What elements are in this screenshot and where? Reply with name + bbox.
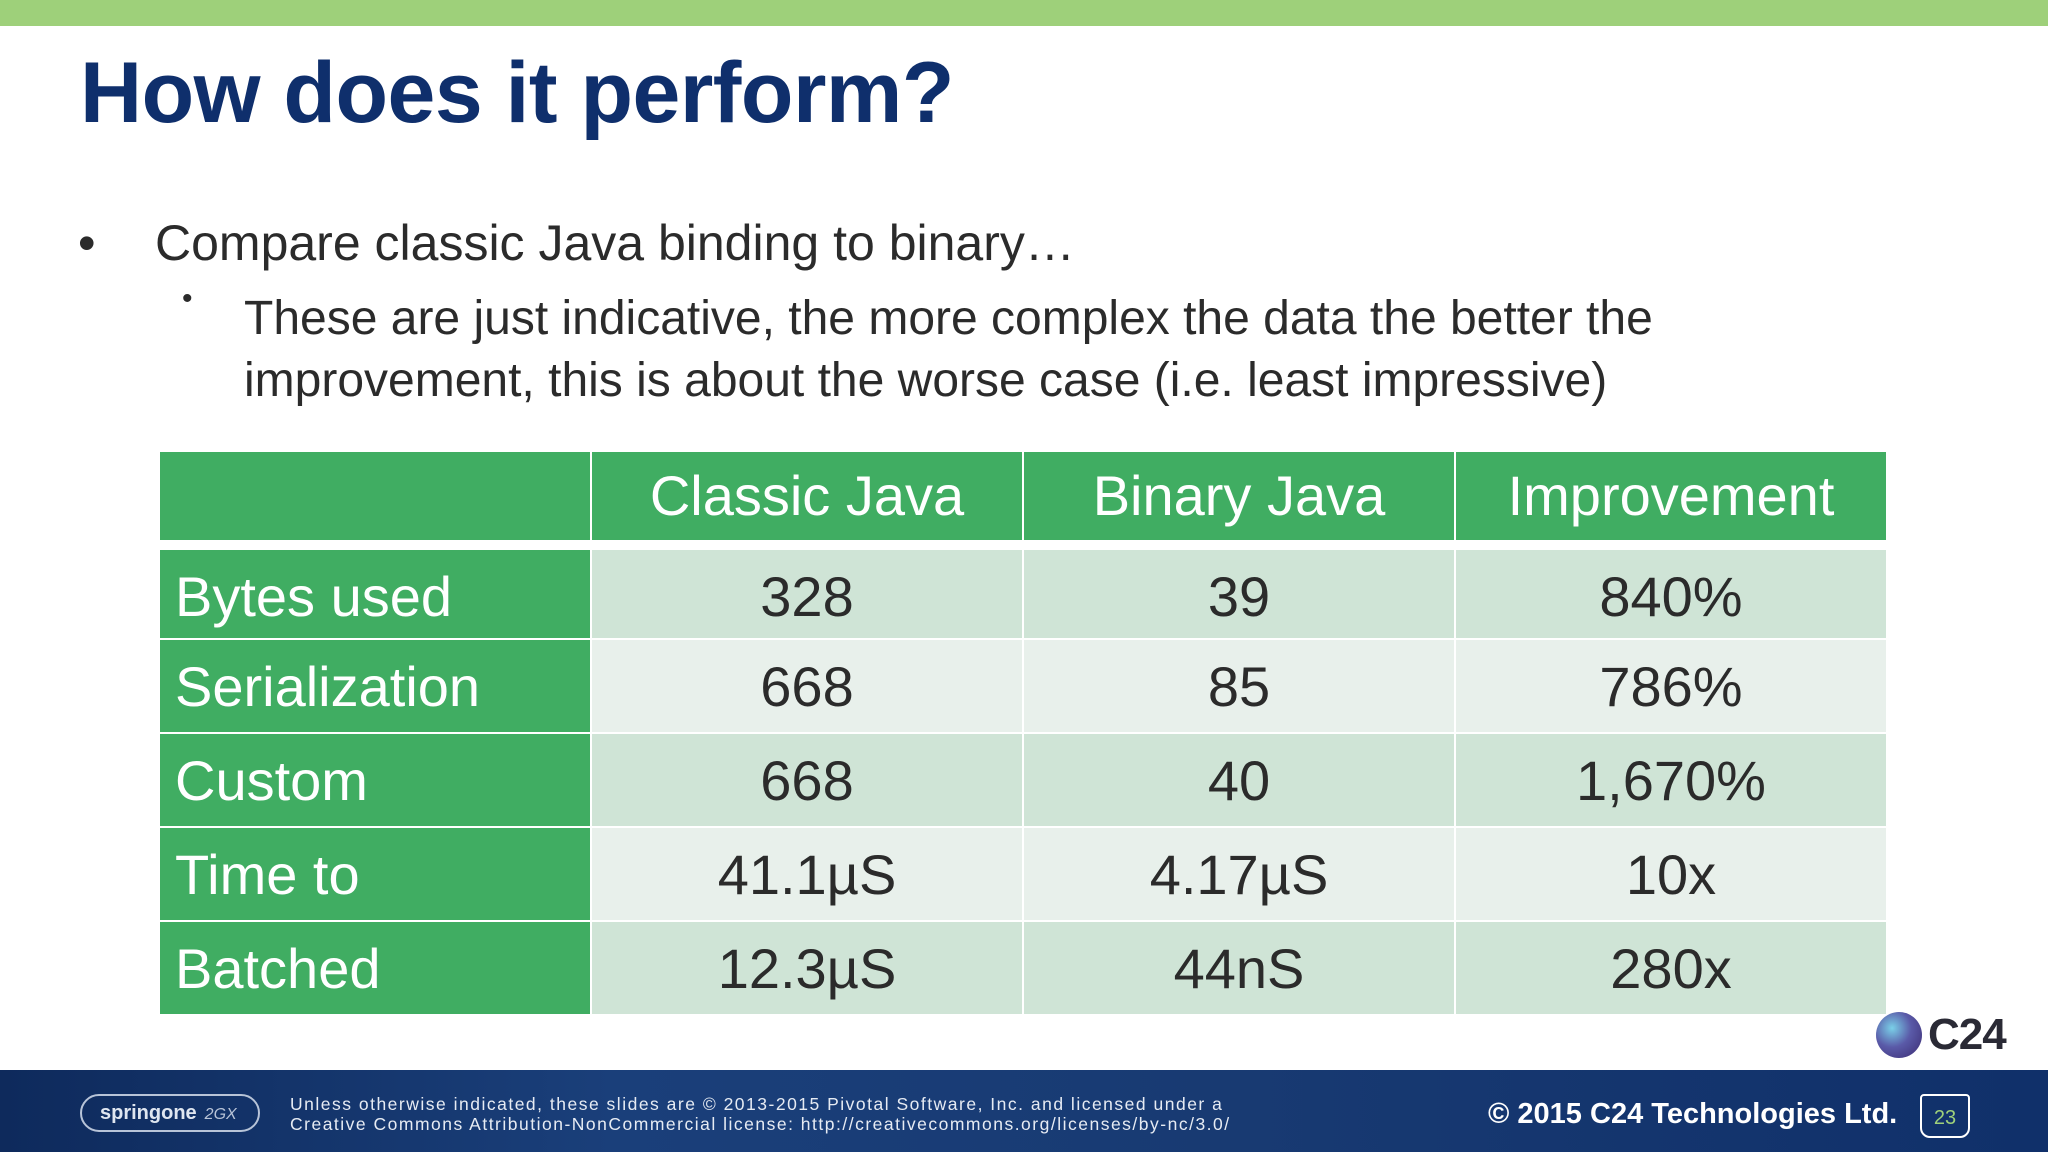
table-header-binary-java: Binary Java — [1024, 452, 1454, 540]
page-number-badge: 23 — [1920, 1094, 1970, 1138]
table-row-label: Custom — [160, 734, 590, 826]
table-cell-classic: 12.3µS — [592, 922, 1022, 1014]
slide-footer: springone 2GX Unless otherwise indicated,… — [0, 1070, 2048, 1152]
bullet-text: Compare classic Java binding to binary… — [155, 215, 1075, 271]
bullet-text: These are just indicative, the more comp… — [244, 292, 1653, 407]
table-cell-classic: 328 — [592, 550, 1022, 638]
license-line-2: Creative Commons Attribution-NonCommerci… — [290, 1114, 1231, 1134]
table-cell-classic: 668 — [592, 734, 1022, 826]
c24-logo-orb-icon — [1876, 1012, 1922, 1058]
table-row-label: Serialization — [160, 640, 590, 732]
table-header-empty — [160, 452, 590, 540]
table-cell-improvement: 1,670% — [1456, 734, 1886, 826]
bullet-marker: • — [182, 282, 193, 315]
table-cell-binary: 44nS — [1024, 922, 1454, 1014]
springone-logo-text: springone — [100, 1102, 197, 1124]
table-row-label: Bytes used — [160, 550, 590, 638]
table-cell-classic: 41.1µS — [592, 828, 1022, 920]
table-cell-binary: 40 — [1024, 734, 1454, 826]
top-accent-bar — [0, 0, 2048, 26]
bullet-marker: • — [78, 215, 96, 271]
table-cell-improvement: 10x — [1456, 828, 1886, 920]
license-line-1: Unless otherwise indicated, these slides… — [290, 1094, 1224, 1114]
table-row-label: Time to — [160, 828, 590, 920]
table-cell-improvement: 840% — [1456, 550, 1886, 638]
table-cell-classic: 668 — [592, 640, 1022, 732]
springone-logo: springone 2GX — [80, 1094, 260, 1132]
table-header-improvement: Improvement — [1456, 452, 1886, 540]
copyright-notice: © 2015 C24 Technologies Ltd. — [1488, 1098, 1898, 1130]
c24-logo: C24 — [1876, 1010, 2016, 1060]
springone-logo-sub: 2GX — [204, 1106, 237, 1123]
table-cell-improvement: 786% — [1456, 640, 1886, 732]
slide-title: How does it perform? — [80, 45, 954, 141]
table-header-classic-java: Classic Java — [592, 452, 1022, 540]
table-cell-binary: 85 — [1024, 640, 1454, 732]
performance-table: Classic Java Binary Java Improvement Byt… — [160, 452, 1886, 1014]
table-row-label: Batched — [160, 922, 590, 1014]
table-cell-binary: 4.17µS — [1024, 828, 1454, 920]
table-cell-improvement: 280x — [1456, 922, 1886, 1014]
license-notice: Unless otherwise indicated, these slides… — [290, 1094, 1390, 1134]
c24-logo-text: C24 — [1928, 1010, 2007, 1059]
table-cell-binary: 39 — [1024, 550, 1454, 638]
